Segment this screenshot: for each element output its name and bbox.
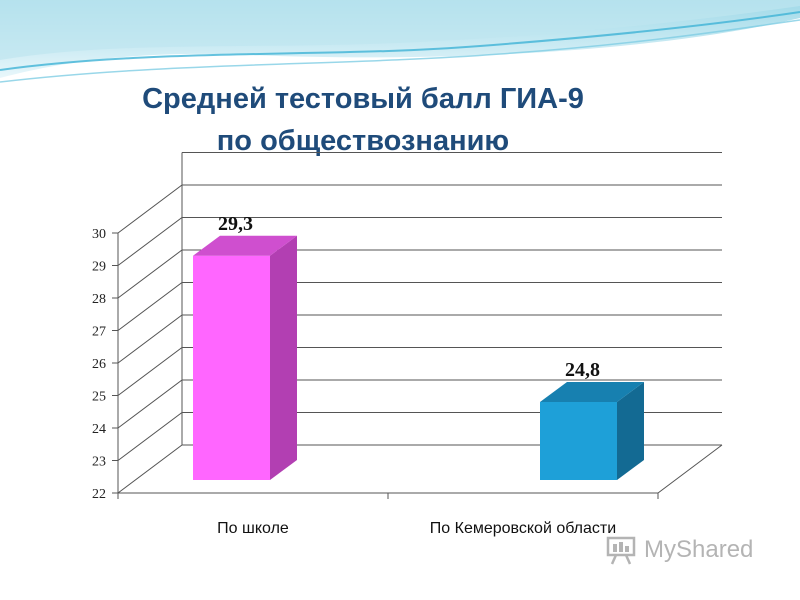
data-labels: 29,3 24,8 — [218, 213, 600, 381]
x-category-label: По школе — [217, 520, 289, 537]
y-tick-label: 29 — [92, 260, 106, 275]
data-label: 29,3 — [218, 213, 253, 235]
y-tick-label: 22 — [92, 487, 106, 502]
chart-title: Средней тестовый балл ГИА-9 по обществоз… — [0, 78, 726, 162]
watermark-text: MyShared — [644, 536, 754, 563]
bar-side — [270, 235, 297, 480]
y-tick-label: 25 — [92, 390, 106, 405]
y-tick-label: 26 — [92, 357, 106, 372]
bar — [193, 255, 270, 480]
gridline — [117, 184, 722, 234]
data-label: 24,8 — [565, 359, 600, 381]
title-line-1: Средней тестовый балл ГИА-9 — [142, 83, 584, 115]
title-line-2: по обществознанию — [216, 125, 510, 157]
bar-side — [617, 382, 644, 480]
watermark: MyShared — [606, 535, 753, 565]
y-axis-ticks: 22 23 24 25 26 27 28 29 30 — [92, 227, 118, 502]
header-wave-decoration — [0, 0, 800, 83]
y-tick-label: 30 — [92, 227, 106, 242]
bar-top — [193, 235, 297, 256]
presentation-board-icon — [606, 536, 636, 565]
x-category-label: По Кемеровской области — [430, 520, 616, 537]
bars — [193, 235, 644, 480]
bar-top — [540, 382, 644, 402]
y-tick-label: 23 — [92, 455, 106, 470]
bar — [540, 402, 617, 480]
y-tick-label: 27 — [92, 325, 106, 340]
y-tick-label: 28 — [92, 292, 106, 307]
y-tick-label: 24 — [92, 422, 106, 437]
category-labels: По школе По Кемеровской области — [217, 520, 616, 537]
